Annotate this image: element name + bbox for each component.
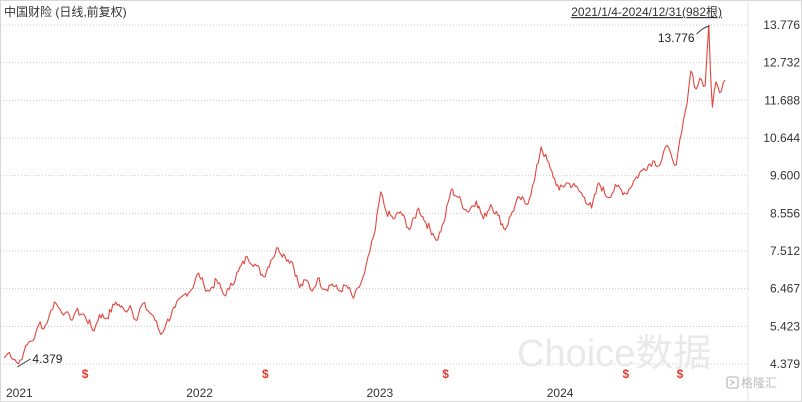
x-tick-label: 2024 [547,386,574,400]
watermark-layer: Choice数据 [517,333,711,375]
y-tick-label: 5.423 [770,319,800,333]
dividend-markers: $ $ $ $ $ [82,367,684,381]
x-axis: 2021 2022 2023 2024 [6,386,574,400]
logo-text: 格隆汇 [741,375,777,390]
gelonghui-logo-icon-mark [729,379,736,386]
min-annotation-label: 4.379 [32,352,62,366]
gelonghui-logo: 格隆汇 [726,375,777,390]
y-tick-label: 12.732 [763,56,800,70]
y-tick-label: 4.379 [770,357,800,371]
date-range-label[interactable]: 2021/1/4-2024/12/31(982根) [571,5,722,19]
x-tick-label: 2021 [6,386,33,400]
y-tick-label: 8.556 [770,206,800,220]
y-tick-label: 13.776 [763,18,800,32]
chart-title: 中国财险 (日线,前复权) [4,4,127,19]
series-layer [3,24,726,365]
price-series-line [3,24,726,365]
y-axis: 13.776 12.732 11.688 10.644 9.600 8.556 7.512 6… [763,18,800,371]
annotation-layer: 4.379 13.776 [17,25,710,368]
min-annotation-arrow [17,358,31,368]
max-annotation-label: 13.776 [658,31,695,45]
y-tick-label: 7.512 [770,244,800,258]
dividend-marker[interactable]: $ [442,367,449,381]
x-tick-label: 2023 [367,386,394,400]
x-tick-label: 2022 [186,386,213,400]
y-tick-label: 11.688 [764,93,800,107]
y-tick-label: 9.600 [770,169,800,183]
watermark-text: Choice数据 [517,333,711,375]
dividend-marker[interactable]: $ [82,367,89,381]
y-tick-label: 6.467 [770,282,800,296]
max-annotation-arrow [696,25,710,35]
grid-layer [0,0,749,402]
gelonghui-logo-icon [726,376,739,389]
dividend-marker[interactable]: $ [677,367,684,381]
dividend-marker[interactable]: $ [262,367,269,381]
dividend-marker[interactable]: $ [623,367,630,381]
y-tick-label: 10.644 [763,131,800,145]
